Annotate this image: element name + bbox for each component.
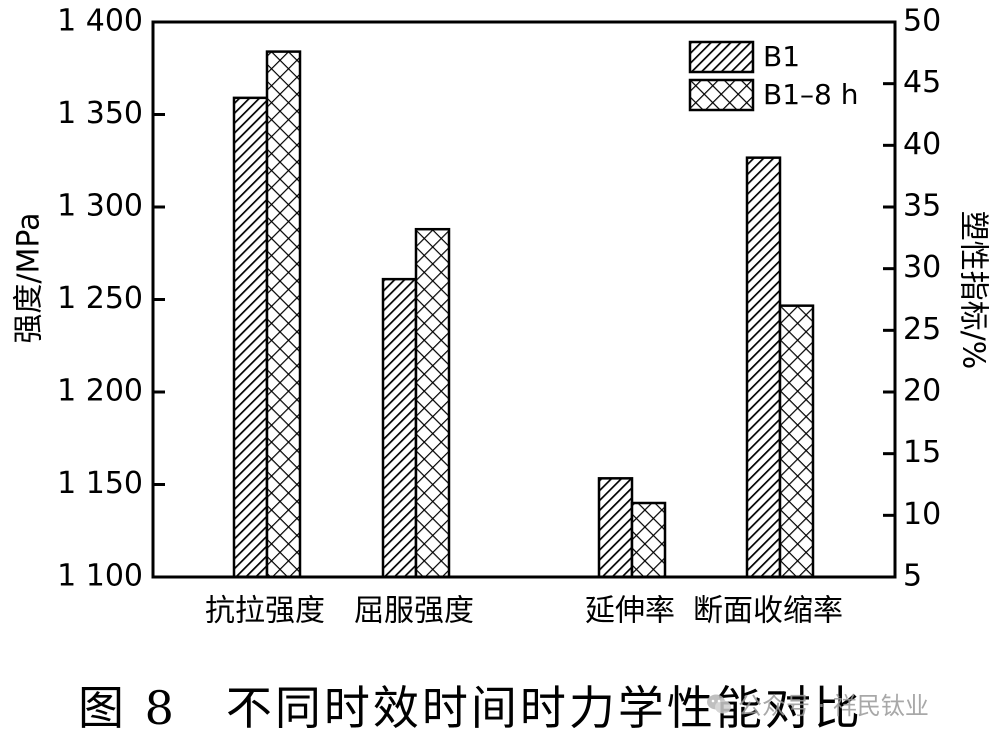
legend: B1 B1–8 h [688, 40, 858, 112]
right-tick-label: 35 [903, 189, 941, 224]
wechat-icon [707, 694, 731, 713]
right-tick-label: 15 [903, 435, 941, 470]
right-tick-label: 30 [903, 250, 941, 285]
right-tick-label: 45 [903, 65, 941, 100]
bar-b1 [381, 277, 418, 579]
legend-swatch [688, 78, 755, 112]
chart: 1 100 1 150 1 200 1 250 1 300 1 350 1 400 5 10 1… [12, 4, 991, 629]
bar-b1 [745, 156, 782, 579]
left-axis: 1 100 1 150 1 200 1 250 1 300 1 350 1 400 [57, 4, 165, 594]
bar-b1 [597, 477, 634, 579]
right-tick-label: 50 [903, 4, 941, 39]
left-tick-label: 1 400 [57, 4, 143, 39]
watermark-text: 公众号 · 祥民钛业 [738, 692, 929, 720]
left-tick-label: 1 150 [57, 466, 143, 501]
left-tick-label: 1 350 [57, 96, 143, 131]
legend-label: B1–8 h [763, 78, 858, 111]
bar-b1-8h [778, 304, 815, 579]
bars [232, 50, 815, 579]
bar-b1-8h [265, 50, 302, 579]
bar-b1-8h [630, 501, 667, 579]
left-tick-label: 1 300 [57, 189, 143, 224]
right-tick-label: 25 [903, 312, 941, 347]
watermark: 公众号 · 祥民钛业 [706, 686, 929, 721]
right-tick-label: 20 [903, 374, 941, 409]
left-tick-label: 1 200 [57, 374, 143, 409]
right-tick-label: 10 [903, 497, 941, 532]
category-label: 延伸率 [585, 594, 675, 629]
left-tick-label: 1 250 [57, 281, 143, 316]
bar-b1 [232, 96, 269, 579]
category-label: 屈服强度 [354, 594, 474, 629]
category-label: 断面收缩率 [693, 594, 843, 629]
right-axis: 5 10 15 20 25 30 35 40 45 50 [883, 4, 941, 594]
legend-label: B1 [763, 40, 800, 73]
category-axis: 抗拉强度 屈服强度 延伸率 断面收缩率 [205, 594, 843, 629]
right-tick-label: 40 [903, 127, 941, 162]
left-tick-label: 1 100 [57, 559, 143, 594]
category-label: 抗拉强度 [205, 594, 325, 629]
left-axis-title: 强度/MPa [12, 212, 47, 343]
right-tick-label: 5 [903, 559, 922, 594]
legend-swatch [688, 40, 755, 74]
bar-b1-8h [414, 227, 451, 579]
right-axis-title: 塑性指标/% [956, 211, 991, 370]
